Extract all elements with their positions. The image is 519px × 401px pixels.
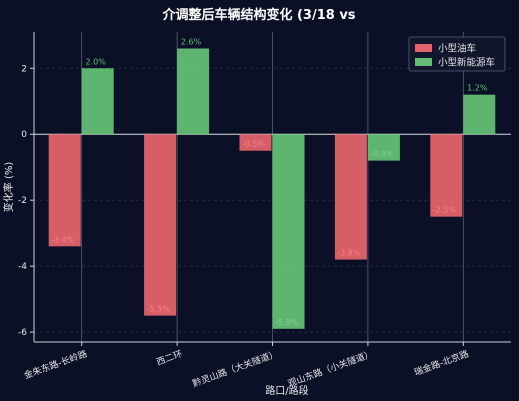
legend-swatch xyxy=(415,44,432,52)
legend-label: 小型新能源车 xyxy=(438,57,495,69)
data-label: 2.0% xyxy=(86,57,107,66)
bar-oil-4 xyxy=(430,134,463,217)
data-label: -3.8% xyxy=(337,249,361,258)
legend-label: 小型油车 xyxy=(438,43,476,55)
bar-nev-0 xyxy=(81,68,114,135)
chart-title: 介调整后车辆结构变化 (3/18 vs xyxy=(161,7,355,23)
data-label: -5.5% xyxy=(146,305,170,314)
y-tick-label: 2 xyxy=(21,64,27,74)
bar-nev-2 xyxy=(272,134,305,329)
bar-oil-1 xyxy=(144,134,177,316)
bar-oil-0 xyxy=(48,134,81,247)
y-axis-title: 变化率 (%) xyxy=(2,162,15,213)
bar-oil-2 xyxy=(239,134,272,151)
data-label: -0.5% xyxy=(242,140,266,149)
legend-box xyxy=(408,36,506,72)
data-label: 2.6% xyxy=(181,37,202,46)
bar-nev-4 xyxy=(463,94,496,135)
data-label: -5.9% xyxy=(275,318,299,327)
y-tick-label: -4 xyxy=(18,262,27,272)
bar-nev-1 xyxy=(177,48,210,135)
bar-nev-3 xyxy=(367,134,400,161)
y-tick-label: -2 xyxy=(18,196,27,206)
bars xyxy=(48,48,496,329)
y-tick-label: -6 xyxy=(18,328,27,338)
data-label: -3.4% xyxy=(51,235,75,244)
legend-swatch xyxy=(415,58,432,66)
bar-oil-3 xyxy=(334,134,367,260)
data-label: -0.8% xyxy=(370,150,394,159)
x-axis-title: 路口/路段 xyxy=(265,384,308,397)
y-tick-label: 0 xyxy=(21,130,27,140)
data-labels: -3.4% -5.5% -0.5% -3.8% -2.5% 2.0% 2.6% -5.9% -0… xyxy=(51,37,488,326)
data-label: 1.2% xyxy=(467,84,488,93)
data-label: -2.5% xyxy=(433,206,457,215)
